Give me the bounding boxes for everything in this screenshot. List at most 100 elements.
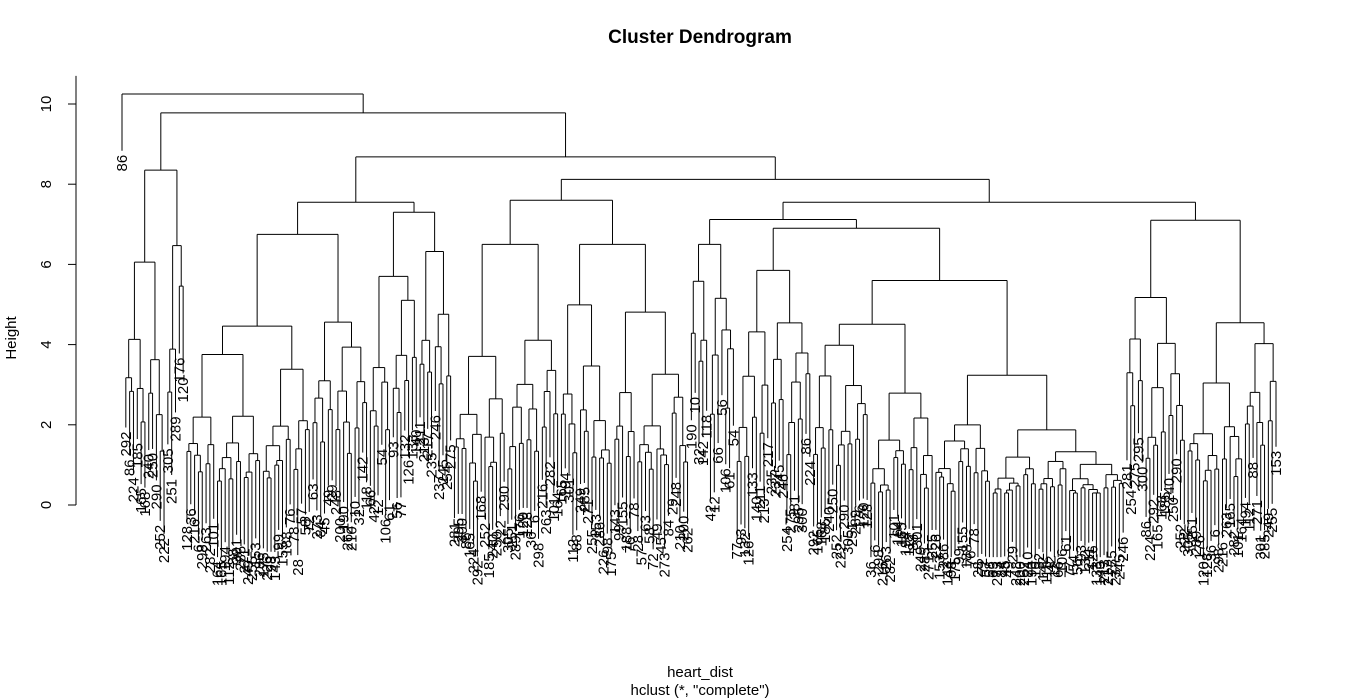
- leaf-label: 72: [645, 553, 662, 570]
- leaf-label: 273: [989, 561, 1006, 586]
- leaf-label: 54: [374, 449, 391, 466]
- chart-title: Cluster Dendrogram: [608, 27, 792, 48]
- leaf-label: 273: [657, 553, 674, 578]
- leaf-label: 132: [1077, 550, 1094, 575]
- leaf-label: 285: [576, 487, 593, 512]
- leaf-label: 216: [1215, 542, 1232, 567]
- leaf-label: 237: [431, 475, 448, 500]
- leaf-label: 222: [1176, 528, 1193, 553]
- leaf-label: 271: [920, 555, 937, 580]
- leaf-label: 275: [443, 444, 460, 469]
- leaf-label: 237: [1108, 561, 1125, 586]
- leaf-label: 254: [779, 527, 796, 552]
- leaf-label: 194: [557, 472, 574, 497]
- leaf-label: 128: [1199, 553, 1216, 578]
- leaf-label: 77: [393, 501, 410, 518]
- leaf-label: 290: [496, 486, 513, 511]
- y-tick-label: 2: [38, 421, 55, 429]
- leaf-label: 86: [122, 459, 139, 476]
- leaf-label: 86: [458, 532, 475, 549]
- leaf-label: 251: [1184, 517, 1201, 542]
- leaf-label: 200: [676, 516, 693, 541]
- leaf-label: 188: [618, 527, 635, 552]
- leaf-label: 262: [339, 526, 356, 551]
- leaf-label: 271: [1249, 500, 1266, 525]
- leaf-label: 245: [771, 465, 788, 490]
- leaf-label: 76: [282, 508, 299, 525]
- leaf-label: 133: [404, 434, 421, 459]
- leaf-label: 45: [653, 537, 670, 554]
- leaf-label: 175: [603, 552, 620, 577]
- leaf-label: 305: [1180, 532, 1197, 557]
- leaf-label: 290: [148, 484, 165, 509]
- leaf-label: 120: [855, 503, 872, 528]
- leaf-label: 168: [473, 496, 490, 521]
- leaf-label: 118: [1039, 561, 1056, 585]
- leaf-label: 190: [336, 506, 353, 531]
- leaf-label: 262: [1016, 561, 1033, 586]
- leaf-label: 143: [607, 509, 624, 534]
- leaf-label: 252: [477, 523, 494, 548]
- leaf-label: 222: [492, 520, 509, 545]
- leaf-label: 255: [244, 556, 261, 581]
- leaf-label: 282: [542, 461, 559, 486]
- leaf-label: 49: [1001, 561, 1018, 578]
- leaf-label: 45: [317, 518, 334, 535]
- leaf-label: 252: [1172, 524, 1189, 549]
- leaf-label: 224: [1142, 536, 1159, 561]
- leaf-label: 255: [1264, 508, 1281, 533]
- leaf-label: 246: [775, 474, 792, 499]
- leaf-label: 84: [993, 561, 1010, 578]
- leaf-label: 185: [817, 518, 834, 543]
- leaf-label: 226: [595, 549, 612, 574]
- leaf-label: 155: [955, 526, 972, 551]
- leaf-label: 211: [412, 421, 429, 445]
- leaf-label: 255: [584, 529, 601, 554]
- leaf-label: 245: [435, 459, 452, 484]
- y-axis: 0 2 4 6 8 10: [38, 75, 77, 509]
- leaf-label: 143: [939, 561, 956, 586]
- leaf-label: 176: [851, 505, 868, 530]
- leaf-label: 298: [194, 544, 211, 569]
- leaf-label: 185: [481, 553, 498, 578]
- leaf-label: 155: [615, 501, 632, 526]
- leaf-label: 271: [236, 548, 253, 573]
- leaf-label: 128: [859, 504, 876, 529]
- leaf-label: 106: [718, 468, 735, 493]
- leaf-label: 165: [1150, 524, 1167, 549]
- leaf-label: 132: [737, 532, 754, 557]
- leaf-label: 250: [488, 531, 505, 556]
- leaf-label: 42: [1043, 556, 1060, 573]
- leaf-label: 63: [305, 483, 322, 500]
- leaf-label: 210: [672, 525, 689, 550]
- leaf-label: 99: [271, 534, 288, 551]
- leaf-label: 78: [966, 528, 983, 545]
- leaf-label: 290: [836, 505, 853, 530]
- leaf-label: 240: [141, 454, 158, 479]
- leaf-label: 285: [1257, 534, 1274, 559]
- leaf-label: 49: [320, 490, 337, 507]
- leaf-label: 153: [1268, 451, 1285, 476]
- leaf-label: 190: [1023, 561, 1040, 586]
- leaf-label: 12: [370, 499, 387, 516]
- leaf-label: 216: [874, 561, 891, 586]
- leaf-label: 305: [840, 530, 857, 555]
- leaf-label: 245: [1111, 555, 1128, 580]
- leaf-label: 286: [252, 553, 269, 578]
- leaf-label: 63: [638, 515, 655, 532]
- leaf-label: 282: [1226, 531, 1243, 556]
- leaf-label: 216: [187, 519, 204, 544]
- leaf-label: 101: [206, 523, 223, 548]
- leaf-label: 165: [553, 480, 570, 505]
- leaf-label: 263: [198, 527, 215, 552]
- leaf-label: 98: [943, 561, 960, 578]
- leaf-label: 295: [1130, 437, 1147, 462]
- leaf-label: 275: [783, 509, 800, 534]
- leaf-label: 72: [301, 516, 318, 533]
- leaf-label: 61: [381, 504, 398, 521]
- x-axis-label: heart_dist: [667, 664, 734, 681]
- leaf-label: 305: [500, 528, 517, 553]
- leaf-label: 76: [962, 551, 979, 568]
- leaf-label: 101: [546, 497, 563, 522]
